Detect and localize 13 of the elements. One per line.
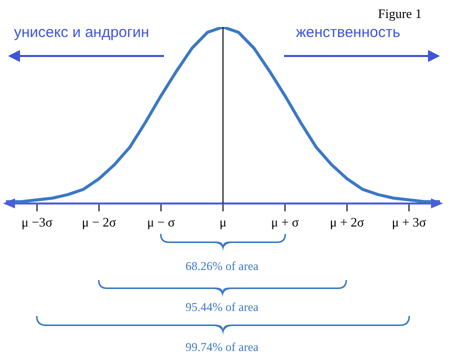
annotation: унисекс и андрогин xyxy=(14,24,150,41)
annotation: женственность xyxy=(296,24,400,41)
text: 68.26% of area xyxy=(186,259,258,274)
x-tick-label: μ − σ xyxy=(147,214,175,230)
x-tick-label: μ −3σ xyxy=(21,214,53,230)
x-tick-label: μ − 2σ xyxy=(82,214,116,230)
x-tick-label: μ xyxy=(220,214,227,230)
text: 95.44% of area xyxy=(186,300,258,315)
x-tick-label: μ + 2σ xyxy=(330,214,364,230)
caption: Figure 1 xyxy=(378,6,422,22)
x-tick-label: μ + σ xyxy=(271,214,299,230)
x-tick-label: μ + 3σ xyxy=(392,214,426,230)
text: 99.74% of area xyxy=(186,340,258,355)
